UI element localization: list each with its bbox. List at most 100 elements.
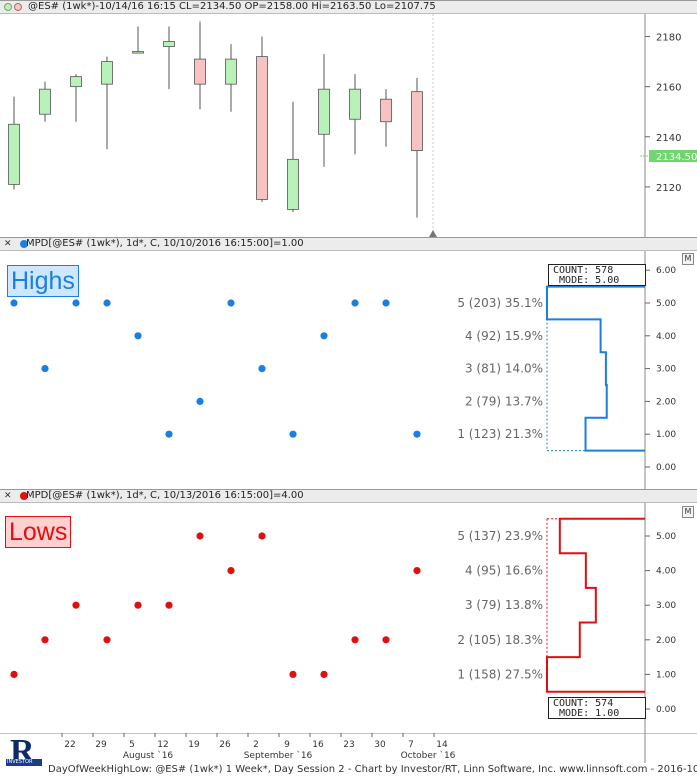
lows-distribution-label: 2 (105) 18.3% bbox=[457, 633, 543, 647]
price-pane-title: @ES# (1wk*)-10/14/16 16:15 CL=2134.50 OP… bbox=[28, 1, 436, 12]
pane-menu-button[interactable]: M bbox=[682, 253, 694, 265]
candle-body bbox=[256, 56, 268, 200]
lows-point bbox=[10, 670, 18, 678]
lows-point bbox=[196, 532, 204, 540]
lows-point bbox=[41, 636, 49, 644]
price-pane-header: @ES# (1wk*)-10/14/16 16:15 CL=2134.50 OP… bbox=[0, 0, 697, 14]
lows-stats-box: COUNT: 574 MODE: 1.00 bbox=[548, 697, 646, 719]
candle-body bbox=[318, 88, 330, 135]
highs-point bbox=[103, 299, 111, 307]
y-tick-label: 2160 bbox=[656, 83, 681, 94]
highs-point bbox=[10, 299, 18, 307]
highs-stats-box: COUNT: 578 MODE: 5.00 bbox=[548, 264, 646, 286]
highs-distribution-label: 2 (79) 13.7% bbox=[465, 394, 543, 408]
highs-point bbox=[258, 365, 266, 373]
highs-point bbox=[289, 430, 297, 438]
candle-body bbox=[132, 51, 144, 54]
x-tick-label: 16 bbox=[312, 740, 324, 750]
highs-point bbox=[41, 365, 49, 373]
x-tick-label: 14 bbox=[436, 740, 448, 750]
close-icon[interactable]: ✕ bbox=[4, 239, 12, 249]
chart-footer: DayOfWeekHighLow: @ES# (1wk*) 1 Week*, D… bbox=[48, 764, 697, 775]
lows-distribution-label: 1 (158) 27.5% bbox=[457, 667, 543, 681]
lows-point bbox=[72, 601, 80, 609]
y-tick-label: 2140 bbox=[656, 133, 681, 144]
highs-point bbox=[165, 430, 173, 438]
x-tick-label: 29 bbox=[95, 740, 107, 750]
candle-body bbox=[163, 41, 175, 47]
highs-point bbox=[320, 332, 328, 340]
y-tick-label: 5.00 bbox=[656, 299, 676, 309]
candle-body bbox=[70, 76, 82, 88]
y-tick-label: 1.00 bbox=[656, 670, 676, 680]
pane-menu-button[interactable]: M bbox=[682, 506, 694, 518]
mode-label: MODE: bbox=[559, 708, 590, 719]
x-tick-label: 2 bbox=[253, 740, 259, 750]
highs-point bbox=[196, 397, 204, 405]
lows-histogram-profile bbox=[546, 517, 645, 693]
highs-point bbox=[72, 299, 80, 307]
lows-point bbox=[413, 567, 421, 575]
lows-point bbox=[134, 601, 142, 609]
highs-indicator-dot-icon bbox=[20, 240, 28, 248]
candle-body bbox=[287, 158, 299, 210]
highs-distribution-label: 3 (81) 14.0% bbox=[465, 362, 543, 376]
lows-point bbox=[351, 636, 359, 644]
count-value: 574 bbox=[595, 698, 614, 709]
highs-chart: 5 (203) 35.1% 4 (92) 15.9% 3 (81) 14.0% 2 (… bbox=[10, 251, 676, 489]
window-dot-icon[interactable] bbox=[4, 3, 12, 11]
mode-value: 5.00 bbox=[595, 275, 620, 286]
x-month-label: August `16 bbox=[123, 750, 174, 761]
y-tick-label: 1.00 bbox=[656, 430, 676, 440]
x-tick-label: 22 bbox=[64, 740, 75, 750]
count-value: 578 bbox=[595, 265, 614, 276]
lows-pane-header: ✕ MPD[@ES# (1wk*), 1d*, C, 10/13/2016 16… bbox=[0, 489, 697, 503]
last-price-tag bbox=[649, 150, 697, 162]
candle-body bbox=[194, 58, 206, 85]
x-tick-label: 23 bbox=[343, 740, 354, 750]
lows-distribution-label: 4 (95) 16.6% bbox=[465, 564, 543, 578]
candle-body bbox=[225, 58, 237, 85]
y-tick-label: 2180 bbox=[656, 33, 681, 44]
x-tick-label: 30 bbox=[374, 740, 386, 750]
cursor-marker-icon bbox=[429, 230, 437, 237]
lows-point bbox=[289, 670, 297, 678]
lows-point bbox=[165, 601, 173, 609]
candle-body bbox=[349, 88, 361, 120]
candle-body bbox=[411, 91, 423, 151]
y-tick-label: 5.00 bbox=[656, 532, 676, 542]
y-tick-label: 6.00 bbox=[656, 266, 676, 276]
highs-point bbox=[413, 430, 421, 438]
candle-body bbox=[39, 88, 51, 115]
mode-label: MODE: bbox=[559, 275, 590, 286]
y-tick-label: 0.00 bbox=[656, 705, 676, 715]
lows-badge: Lows bbox=[5, 516, 72, 548]
highs-point bbox=[382, 299, 390, 307]
x-month-label: September `16 bbox=[244, 750, 313, 761]
window-dot-icon[interactable] bbox=[14, 3, 22, 11]
last-price-label: 2134.50 bbox=[656, 152, 697, 163]
y-tick-label: 2.00 bbox=[656, 397, 676, 407]
x-tick-label: 26 bbox=[219, 740, 231, 750]
x-tick-label: 9 bbox=[284, 740, 290, 750]
y-tick-label: 0.00 bbox=[656, 463, 676, 473]
price-chart: 2120 2140 2160 2180 2134.50 bbox=[8, 14, 697, 237]
candle-body bbox=[101, 61, 113, 85]
highs-distribution-label: 1 (123) 21.3% bbox=[457, 427, 543, 441]
lows-point bbox=[320, 670, 328, 678]
lows-pane-title: MPD[@ES# (1wk*), 1d*, C, 10/13/2016 16:1… bbox=[26, 490, 304, 501]
close-icon[interactable]: ✕ bbox=[4, 491, 12, 501]
highs-pane-title: MPD[@ES# (1wk*), 1d*, C, 10/10/2016 16:1… bbox=[26, 238, 304, 249]
lows-indicator-dot-icon bbox=[20, 492, 28, 500]
investor-rt-logo: R INVESTOR bbox=[6, 735, 42, 775]
lows-point bbox=[258, 532, 266, 540]
highs-point bbox=[227, 299, 235, 307]
lows-distribution-label: 5 (137) 23.9% bbox=[457, 529, 543, 543]
lows-point bbox=[103, 636, 111, 644]
x-tick-label: 12 bbox=[157, 740, 168, 750]
highs-point bbox=[134, 332, 142, 340]
highs-distribution-label: 5 (203) 35.1% bbox=[457, 296, 543, 310]
highs-badge: Highs bbox=[7, 265, 79, 297]
y-tick-label: 2120 bbox=[656, 183, 681, 194]
highs-pane-header: ✕ MPD[@ES# (1wk*), 1d*, C, 10/10/2016 16… bbox=[0, 237, 697, 251]
